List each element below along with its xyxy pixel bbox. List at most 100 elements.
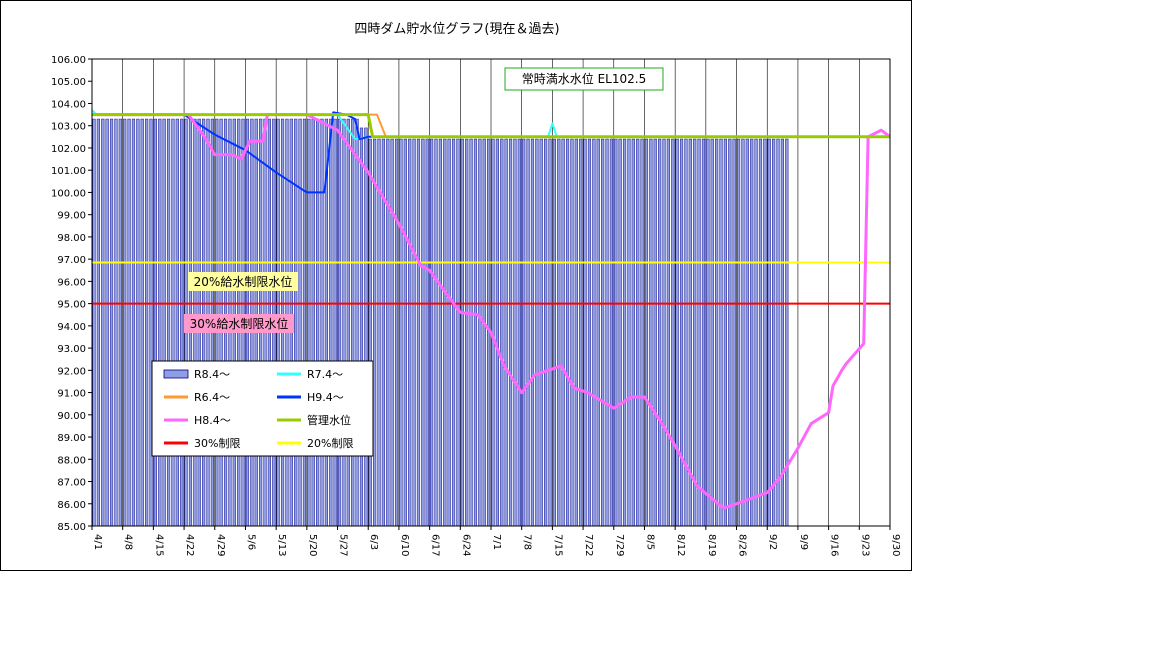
- bar-day-73: [412, 138, 416, 527]
- bar-day-59: [351, 118, 355, 527]
- bar-day-132: [671, 138, 675, 527]
- bar-day-51: [316, 118, 320, 527]
- bar-day-102: [539, 138, 543, 527]
- bar-day-17: [166, 118, 171, 527]
- x-tick-label-17: 7/29: [614, 534, 625, 556]
- bar-day-85: [465, 138, 469, 527]
- bar-day-12: [145, 118, 149, 527]
- bar-day-88: [478, 138, 482, 527]
- x-tick-label-15: 7/15: [552, 534, 563, 556]
- y-tick-label-21: 85.00: [57, 522, 86, 533]
- y-axis-ticks: 106.00 105.00 104.00 103.00 102.00 101.00 100.…: [51, 55, 92, 533]
- y-tick-label-19: 87.00: [57, 478, 86, 489]
- x-tick-label-9: 6/3: [368, 534, 379, 550]
- bar-day-150: [750, 138, 754, 527]
- bar-day-136: [688, 138, 692, 527]
- y-tick-label-6: 100.00: [51, 188, 86, 199]
- x-tick-label-20: 8/19: [706, 534, 717, 556]
- bar-day-65: [377, 138, 381, 527]
- bar-day-15: [158, 118, 162, 527]
- chart-frame: 四時ダム貯水位グラフ(現在＆過去) 106.00 105.00 104.00 103.…: [0, 0, 912, 571]
- legend-label-5: 管理水位: [307, 413, 351, 427]
- bar-day-48: [302, 118, 307, 527]
- bar-day-98: [522, 138, 526, 527]
- bar-day-0: [92, 118, 96, 527]
- bar-day-58: [346, 118, 350, 527]
- limit20-annotation-box: [188, 272, 298, 291]
- full-level-annotation-box: [504, 67, 664, 91]
- legend-label-3: H9.4～: [307, 391, 344, 404]
- bar-day-64: [373, 138, 377, 527]
- bar-day-62: [364, 127, 368, 527]
- bar-day-119: [614, 138, 618, 527]
- bar-day-82: [451, 138, 456, 527]
- legend-swatch-0: [163, 369, 189, 379]
- legend-label-2: R6.4～: [194, 391, 230, 404]
- bar-day-86: [469, 138, 473, 527]
- bar-day-143: [719, 138, 723, 527]
- y-tick-label-0: 106.00: [51, 55, 86, 66]
- bar-day-131: [666, 138, 670, 527]
- legend-label-6: 30%制限: [194, 437, 240, 450]
- bar-day-147: [736, 138, 741, 527]
- bar-day-113: [587, 138, 592, 527]
- x-tick-label-25: 9/23: [859, 534, 870, 556]
- bar-day-68: [390, 138, 394, 527]
- bar-day-55: [333, 118, 337, 527]
- bar-day-157: [780, 138, 784, 527]
- x-tick-label-2: 4/15: [153, 534, 164, 556]
- bar-day-155: [772, 138, 776, 527]
- bar-day-153: [763, 138, 767, 527]
- bar-day-3: [105, 118, 109, 527]
- bar-day-106: [557, 138, 561, 527]
- dam-water-level-chart: 四時ダム貯水位グラフ(現在＆過去) 106.00 105.00 104.00 103.…: [51, 22, 901, 556]
- limit20-annotation: 20%給水制限水位: [188, 272, 298, 291]
- bar-day-145: [728, 138, 732, 527]
- y-tick-label-14: 92.00: [57, 366, 86, 377]
- bar-day-7: [123, 118, 127, 527]
- bar-day-118: [609, 138, 613, 527]
- bar-day-78: [434, 138, 438, 527]
- x-tick-label-3: 4/22: [184, 534, 195, 556]
- bar-day-70: [399, 138, 403, 527]
- bar-day-140: [706, 138, 710, 527]
- y-tick-label-3: 103.00: [51, 122, 86, 133]
- y-tick-label-20: 86.00: [57, 500, 86, 511]
- bar-day-99: [526, 138, 530, 527]
- bar-day-50: [311, 118, 315, 527]
- y-tick-label-9: 97.00: [57, 255, 86, 266]
- chart-title: 四時ダム貯水位グラフ(現在＆過去): [354, 22, 559, 37]
- x-tick-label-16: 7/22: [583, 534, 594, 556]
- bar-day-139: [701, 138, 706, 527]
- bar-day-9: [131, 118, 136, 527]
- y-tick-label-12: 94.00: [57, 322, 86, 333]
- y-tick-label-2: 104.00: [51, 99, 86, 110]
- full-level-annotation-text: 常時満水水位 EL102.5: [522, 71, 646, 86]
- bar-day-87: [473, 138, 478, 527]
- bar-day-116: [601, 138, 605, 527]
- bar-day-151: [754, 138, 758, 527]
- bar-day-152: [758, 138, 763, 527]
- bar-day-52: [320, 118, 324, 527]
- bar-day-120: [618, 138, 622, 527]
- bar-day-109: [570, 138, 574, 527]
- x-tick-label-13: 7/1: [491, 534, 502, 550]
- bar-day-4: [109, 118, 114, 527]
- bar-day-112: [583, 138, 587, 527]
- bar-day-63: [368, 138, 372, 527]
- bar-day-117: [605, 138, 609, 527]
- legend-box: [151, 360, 374, 457]
- bar-day-47: [298, 118, 302, 527]
- bar-day-1: [96, 118, 100, 527]
- bar-day-125: [640, 138, 644, 527]
- bar-day-54: [329, 118, 333, 527]
- bar-day-105: [552, 138, 556, 527]
- y-tick-label-4: 102.00: [51, 144, 86, 155]
- y-tick-label-18: 88.00: [57, 455, 86, 466]
- series-line-6: [92, 113, 890, 139]
- bar-day-83: [456, 138, 460, 527]
- y-tick-label-15: 91.00: [57, 389, 86, 400]
- x-tick-label-24: 9/16: [829, 534, 840, 556]
- bar-day-96: [513, 138, 517, 527]
- bar-day-69: [394, 138, 399, 527]
